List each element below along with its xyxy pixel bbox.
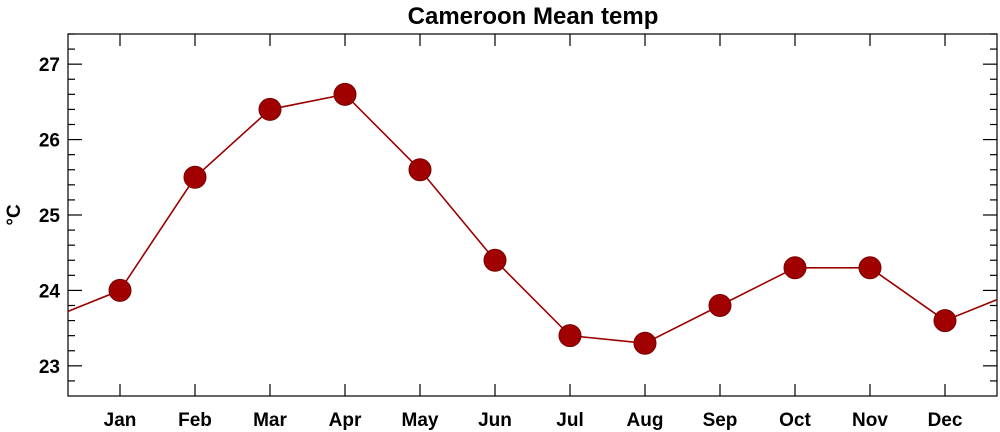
x-tick-label: Apr [329, 410, 362, 431]
x-tick-label: Sep [703, 410, 738, 431]
plot-frame [67, 33, 998, 397]
data-point-dec [933, 309, 957, 333]
x-tick-label: Feb [178, 410, 212, 431]
axis-ticks [68, 33, 997, 396]
data-point-may [408, 158, 432, 182]
data-point-aug [633, 331, 657, 355]
data-point-oct [783, 256, 807, 280]
data-point-apr [333, 82, 357, 106]
data-point-jun [483, 248, 507, 272]
x-tick-label: Oct [779, 410, 811, 431]
x-tick-label: May [402, 410, 439, 431]
x-tick-label: Jun [478, 410, 512, 431]
series-line [67, 93, 998, 345]
x-tick-label: Dec [928, 410, 963, 431]
data-point-feb [183, 165, 207, 189]
data-point-nov [858, 256, 882, 280]
y-tick-label: 25 [39, 206, 61, 227]
series-layer [67, 82, 998, 355]
data-point-jan [108, 278, 132, 302]
x-tick-label: Mar [253, 410, 287, 431]
data-point-sep [708, 294, 732, 317]
y-tick-label: 24 [39, 281, 61, 302]
data-point-jul [558, 324, 582, 348]
data-point-mar [258, 97, 282, 121]
y-tick-label: 23 [39, 357, 60, 378]
x-tick-label: Jul [556, 410, 583, 431]
y-tick-label: 27 [39, 55, 60, 76]
tick-labels: 23 24 25 26 27 Jan Feb Mar Apr May Jun Jul Aug Sep Oct… [39, 55, 963, 431]
x-tick-label: Nov [852, 410, 888, 431]
x-tick-label: Aug [627, 410, 664, 431]
chart-title: Cameroon Mean temp [408, 3, 659, 30]
y-tick-label: 26 [39, 131, 60, 152]
y-axis-label: °C [4, 204, 25, 226]
x-tick-label: Jan [104, 410, 137, 431]
